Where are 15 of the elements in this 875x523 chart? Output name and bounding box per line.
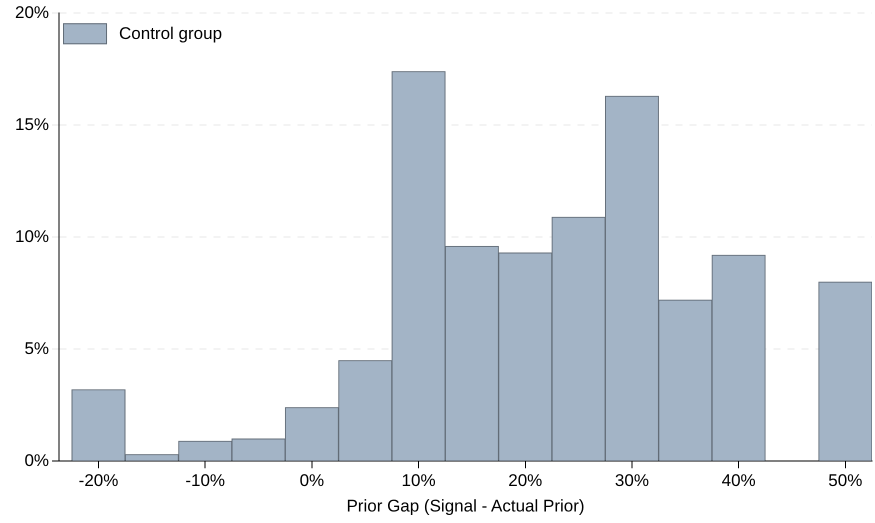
y-tick-label: 10% [14,226,50,246]
x-tick-label: -20% [78,471,118,490]
x-tick-label: 10% [402,471,436,490]
y-tick-label: 15% [14,114,50,134]
x-axis-title: Prior Gap (Signal - Actual Prior) [346,496,585,516]
x-tick-label: 0% [300,471,324,490]
x-tick-label: 20% [508,471,542,490]
y-tick-label: 0% [24,450,50,470]
legend-label: Control group [119,24,222,43]
x-tick-label: 40% [722,471,756,490]
y-tick-label: 5% [24,338,50,358]
x-tick-label: 50% [828,471,862,490]
x-tick-label: 30% [614,471,649,490]
x-tick-label: -10% [185,471,226,490]
y-tick-label: 20% [14,2,50,22]
